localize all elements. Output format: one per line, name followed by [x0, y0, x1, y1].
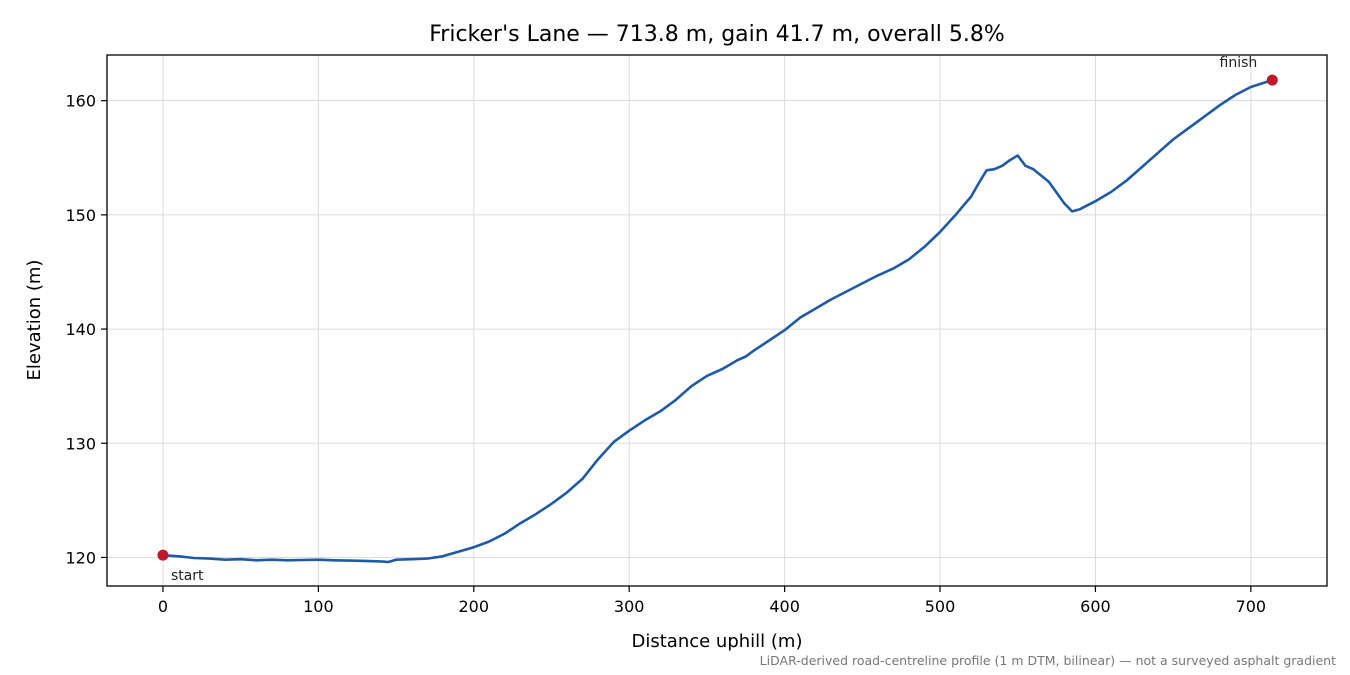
- grid-lines: [107, 55, 1327, 586]
- y-tick-label: 120: [65, 548, 96, 567]
- x-tick-label: 600: [1080, 597, 1111, 616]
- chart-footnote: LiDAR-derived road-centreline profile (1…: [760, 653, 1336, 668]
- x-tick-label: 300: [614, 597, 645, 616]
- finish-marker: [1266, 74, 1278, 86]
- finish-label: finish: [1220, 55, 1258, 71]
- x-tick-label: 500: [925, 597, 956, 616]
- axis-ticks: 0 100 200 300 400 500 600 700 120 130 140 150 160: [65, 92, 1266, 616]
- elevation-profile-line: [161, 78, 1274, 564]
- x-tick-label: 700: [1236, 597, 1267, 616]
- chart-title: Fricker's Lane — 713.8 m, gain 41.7 m, o…: [429, 22, 1004, 47]
- x-tick-label: 200: [459, 597, 490, 616]
- start-label: start: [171, 568, 204, 584]
- x-axis-label: Distance uphill (m): [632, 631, 803, 652]
- start-marker: [157, 549, 169, 561]
- endpoint-markers: start finish: [157, 55, 1278, 584]
- plot-frame: [106, 54, 1328, 587]
- y-tick-label: 130: [65, 434, 96, 453]
- x-tick-label: 0: [158, 597, 168, 616]
- x-tick-label: 400: [769, 597, 800, 616]
- x-tick-label: 100: [303, 597, 334, 616]
- y-tick-label: 160: [65, 92, 96, 111]
- y-tick-label: 140: [65, 320, 96, 339]
- y-tick-label: 150: [65, 206, 96, 225]
- y-axis-label: Elevation (m): [24, 260, 45, 381]
